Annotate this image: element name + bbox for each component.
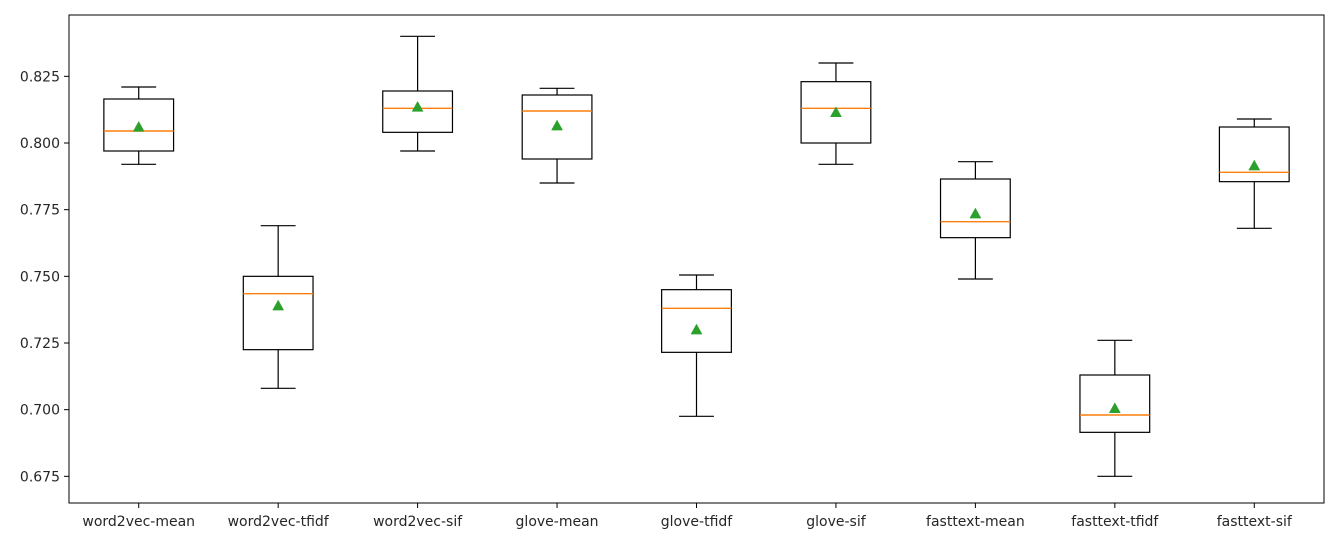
x-tick-label: glove-tfidf	[661, 514, 733, 530]
box-iqr	[521, 94, 593, 160]
y-axis: 0.675 0.700 0.725 0.750 0.775 0.800 0.825	[20, 69, 69, 485]
box-group	[242, 225, 314, 389]
box-iqr	[1218, 126, 1290, 183]
box-iqr	[939, 178, 1011, 239]
box-group	[939, 161, 1011, 280]
plot-marks	[103, 35, 1290, 477]
x-tick-label: fasttext-sif	[1217, 514, 1293, 530]
mean-marker	[830, 106, 842, 117]
y-tick-label: 0.750	[20, 269, 60, 285]
box-group	[103, 86, 175, 165]
y-tick-label: 0.675	[20, 469, 60, 485]
box-iqr	[1079, 374, 1151, 433]
plot-frame	[68, 14, 1325, 504]
mean-marker	[272, 299, 285, 311]
mean-marker	[1248, 159, 1261, 171]
x-tick-label: word2vec-mean	[82, 514, 195, 530]
mean-marker	[132, 120, 145, 132]
mean-marker	[1108, 402, 1121, 413]
mean-marker	[551, 119, 563, 131]
y-tick-label: 0.725	[20, 336, 60, 352]
box-group	[661, 274, 732, 417]
box-group	[382, 35, 454, 152]
box-iqr	[382, 90, 454, 133]
mean-marker	[690, 323, 703, 335]
mean-marker	[411, 100, 424, 112]
box-group	[1079, 339, 1151, 477]
y-tick-label: 0.775	[20, 203, 60, 219]
box-iqr	[242, 275, 314, 351]
x-tick-label: fasttext-mean	[926, 514, 1025, 530]
x-tick-label: glove-mean	[516, 514, 599, 530]
x-tick-label: word2vec-sif	[373, 514, 463, 530]
box-iqr	[103, 98, 175, 152]
box-group	[800, 62, 872, 165]
box-iqr	[661, 289, 732, 353]
y-tick-label: 0.700	[20, 403, 60, 419]
x-tick-label: glove-sif	[806, 514, 866, 530]
box-group	[1218, 118, 1290, 229]
box-iqr	[800, 81, 872, 144]
box-group	[521, 87, 593, 184]
y-tick-label: 0.825	[20, 69, 60, 85]
y-tick-label: 0.800	[20, 136, 60, 152]
x-axis: word2vec-mean word2vec-tfidf word2vec-sif g…	[82, 503, 1293, 530]
x-tick-label: fasttext-tfidf	[1071, 514, 1159, 530]
mean-marker	[969, 207, 982, 219]
x-tick-label: word2vec-tfidf	[228, 514, 330, 530]
